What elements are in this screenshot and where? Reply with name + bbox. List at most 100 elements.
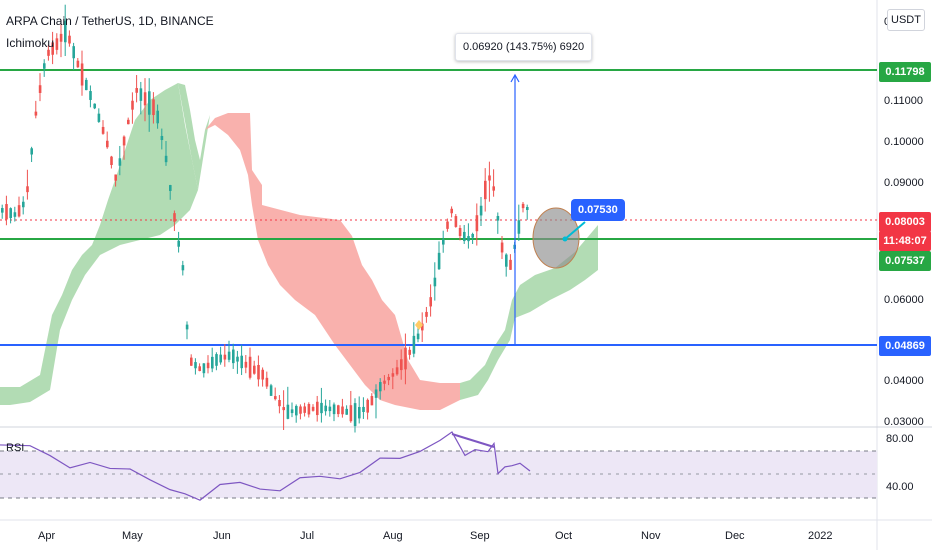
candle-body [97,113,101,122]
candle-body [433,277,437,287]
candle-body [265,377,269,387]
candle-body [227,351,231,360]
last-price-badge: 0.08003 [879,212,931,232]
candle-body [362,406,365,412]
candle-body [509,259,512,270]
callout-anchor [562,236,568,242]
symbol-title[interactable]: ARPA Chain / TetherUS, 1D, BINANCE [6,14,214,28]
candle-body [278,400,281,407]
candle-body [408,349,411,355]
candle-body [311,406,315,411]
candle-body [181,265,185,271]
level-badge-mid: 0.07537 [879,251,931,271]
candle-body [290,409,294,414]
candle-body [366,399,369,413]
candle-body [521,203,525,209]
candle-body [34,111,38,116]
candle-body [437,252,441,270]
candle-body [257,364,260,380]
measure-label[interactable]: 0.06920 (143.75%) 6920 [455,33,593,61]
indicator-label[interactable]: Ichimoku [6,36,55,50]
candle-body [446,221,449,229]
time-tick: Dec [725,530,745,542]
candle-body [526,206,529,211]
candle-body [177,240,180,247]
time-tick: May [122,530,143,542]
candle-body [391,373,395,377]
ichimoku-cloud-green-early-top [178,83,210,190]
candle-body [332,404,336,415]
candle-body [358,406,361,419]
candle-body [450,208,453,214]
candle-body [232,349,235,364]
candle-body [169,185,172,191]
time-tick: Oct [555,530,572,542]
candle-body [22,201,25,208]
price-tick: 0.11000 [884,95,923,107]
candle-body [211,356,214,369]
candle-body [353,403,357,427]
candle-body [38,85,42,93]
candle-body [395,367,399,375]
rsi-tick: 40.00 [886,481,914,493]
candle-body [349,405,353,422]
highlight-circle[interactable] [532,207,580,269]
candle-body [471,233,474,238]
candle-body [85,79,88,91]
time-tick: Jun [213,530,231,542]
candle-body [1,208,4,213]
candles [1,4,529,433]
rsi-divergence-line[interactable] [451,433,495,448]
candle-body [379,382,382,392]
candle-body [5,204,8,220]
candle-body [215,354,218,366]
candle-body [303,406,306,413]
price-tick: 0.06000 [884,294,924,306]
candle-body [484,180,487,200]
candle-body [387,376,390,381]
price-tick: 0.09000 [884,177,924,189]
candle-body [404,347,407,370]
candle-body [106,140,109,148]
candle-body [244,361,248,368]
candle-body [185,324,189,330]
ichimoku-cloud-green-late [460,225,598,400]
candle-body [43,63,46,69]
candle-body [143,92,147,106]
candle-body [89,91,92,100]
candle-body [9,208,12,219]
currency-button[interactable]: USDT [887,9,925,31]
candle-body [337,405,340,415]
price-axis: 0.11000 0.10000 0.09000 0.06000 0.04000 … [884,16,924,428]
candle-body [206,362,210,369]
candle-body [479,205,483,216]
measure-arrow-head [510,73,520,83]
price-tick: 0.03000 [884,416,924,428]
candle-body [236,356,239,362]
candle-body [68,35,71,44]
candle-body [114,174,117,181]
candle-body [383,380,386,384]
marker-diamond-icon [415,320,423,330]
candle-body [500,242,504,253]
candle-body [295,405,298,416]
candle-body [320,402,323,414]
candle-body [269,385,273,396]
candle-body [517,220,521,234]
candle-body [505,254,508,267]
candle-body [253,365,256,374]
price-tick: 0.04000 [884,375,924,387]
candle-body [442,239,445,245]
price-callout[interactable]: 0.07530 [571,199,625,221]
candle-body [307,404,311,415]
candle-body [316,401,319,416]
candle-body [400,359,403,371]
rsi-axis: 80.00 40.00 [886,433,914,493]
candle-body [223,354,227,360]
candle-body [492,186,495,191]
candle-body [341,406,344,415]
candle-body [160,135,164,141]
candle-body [194,362,197,369]
